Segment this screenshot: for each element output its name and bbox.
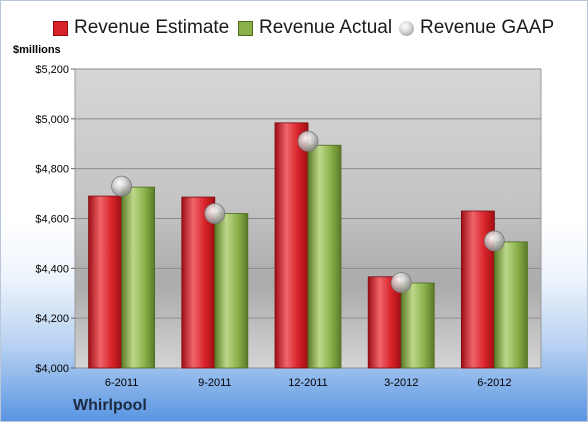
y-tick-label: $4,600 bbox=[35, 214, 69, 226]
marker-revenue-gaap bbox=[390, 272, 412, 293]
y-unit-label: $millions bbox=[13, 44, 61, 56]
legend-item-actual: Revenue Actual bbox=[238, 17, 392, 39]
legend: Revenue Estimate Revenue Actual Revenue … bbox=[1, 17, 587, 41]
bar-revenue-estimate bbox=[367, 276, 402, 369]
bar-revenue-actual bbox=[214, 213, 249, 369]
y-tick-label: $4,800 bbox=[35, 164, 69, 176]
marker-revenue-gaap bbox=[111, 175, 132, 197]
bar-revenue-actual bbox=[400, 282, 435, 369]
legend-item-gaap: Revenue GAAP bbox=[399, 17, 554, 39]
marker-revenue-gaap bbox=[297, 130, 319, 152]
legend-item-estimate: Revenue Estimate bbox=[53, 17, 229, 39]
x-tick-label: 9-2011 bbox=[198, 377, 231, 389]
y-tick-label: $4,400 bbox=[35, 263, 69, 275]
legend-label-gaap: Revenue GAAP bbox=[420, 17, 555, 38]
y-tick-label: $4,000 bbox=[35, 363, 69, 375]
bar-revenue-estimate bbox=[274, 122, 309, 369]
bar-revenue-actual bbox=[307, 144, 342, 369]
bar-revenue-actual bbox=[121, 186, 155, 369]
company-label: Whirlpool bbox=[73, 397, 147, 414]
legend-swatch-actual bbox=[238, 20, 253, 36]
bar-revenue-actual bbox=[493, 241, 528, 369]
y-tick-label: $5,200 bbox=[35, 64, 69, 76]
legend-marker-gaap bbox=[399, 20, 414, 36]
y-tick-label: $5,000 bbox=[35, 114, 69, 126]
legend-swatch-estimate bbox=[53, 20, 68, 36]
legend-label-actual: Revenue Actual bbox=[259, 17, 393, 38]
x-tick-label: 3-2012 bbox=[384, 377, 418, 389]
bar-revenue-estimate bbox=[88, 195, 122, 369]
legend-label-estimate: Revenue Estimate bbox=[74, 17, 230, 38]
x-tick-label: 6-2012 bbox=[477, 377, 511, 389]
x-tick-label: 12-2011 bbox=[288, 377, 328, 389]
x-tick-label: 6-2011 bbox=[105, 377, 138, 389]
marker-revenue-gaap bbox=[483, 230, 505, 252]
y-tick-label: $4,200 bbox=[35, 313, 69, 325]
bar-revenue-estimate bbox=[181, 196, 216, 369]
marker-revenue-gaap bbox=[204, 203, 226, 224]
